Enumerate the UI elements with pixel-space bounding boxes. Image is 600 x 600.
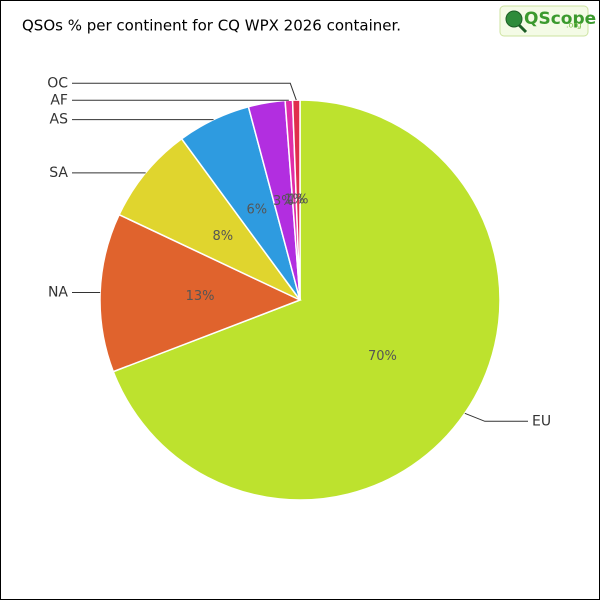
logo-suffix: .org (566, 21, 582, 30)
logo-icon-handle (517, 23, 528, 34)
category-label: NA (48, 285, 68, 301)
category-label: AS (50, 112, 69, 128)
chart-title: QSOs % per continent for CQ WPX 2026 con… (22, 17, 401, 35)
category-label: AF (50, 92, 68, 108)
value-label: 8% (213, 229, 234, 244)
logo-icon (505, 10, 523, 28)
value-label: 1% (288, 193, 309, 208)
logo-text: QScope (524, 9, 596, 29)
pie-slice (112, 99, 501, 501)
category-label: EU (532, 413, 551, 429)
pie-slice (118, 137, 301, 301)
value-label: 13% (186, 289, 215, 304)
pie-slice (291, 99, 301, 301)
value-label: 1% (284, 193, 305, 208)
category-label: SA (49, 165, 68, 181)
logo: QScope .org (499, 5, 596, 37)
label-arrow (464, 412, 528, 422)
label-arrow (72, 82, 297, 101)
value-label: 3% (273, 194, 294, 209)
value-label: 6% (246, 202, 267, 217)
value-label: 70% (368, 349, 397, 364)
category-label: OC (47, 75, 68, 91)
